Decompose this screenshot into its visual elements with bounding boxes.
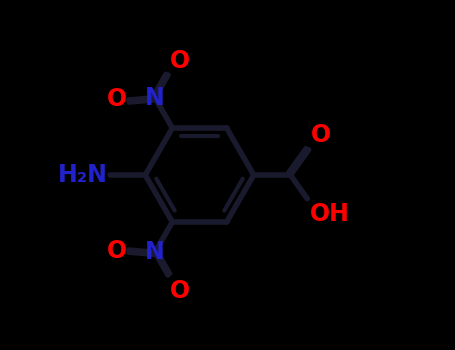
Text: H₂N: H₂N <box>58 163 107 187</box>
Text: O: O <box>170 279 190 302</box>
Text: OH: OH <box>310 202 350 226</box>
Text: O: O <box>170 49 190 73</box>
Text: N: N <box>145 240 165 264</box>
Text: O: O <box>106 239 126 263</box>
Text: N: N <box>145 86 165 110</box>
Text: O: O <box>106 87 126 111</box>
Text: O: O <box>310 123 331 147</box>
